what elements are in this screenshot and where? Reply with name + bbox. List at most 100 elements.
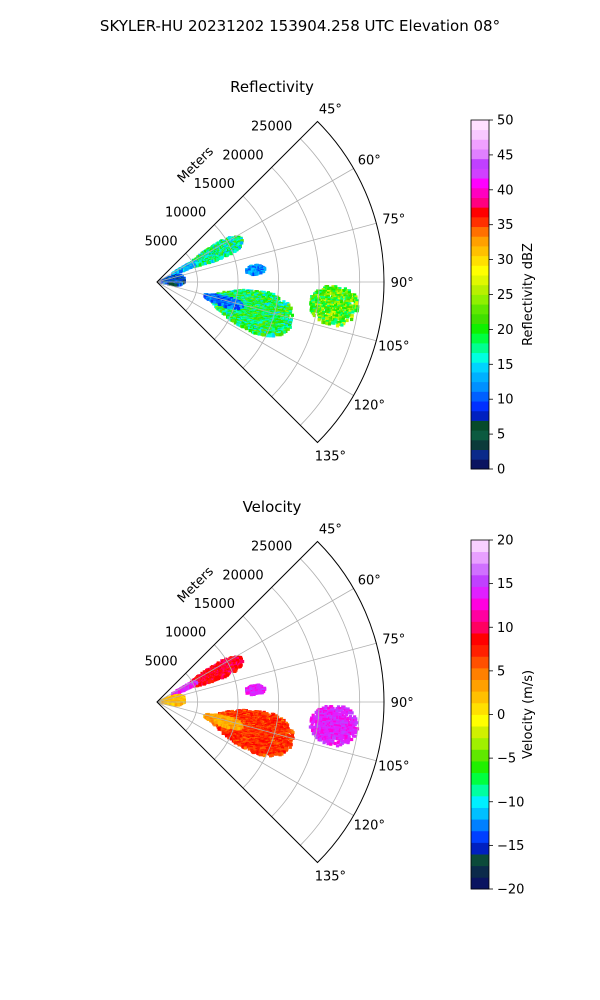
- echo-cell: [350, 726, 354, 730]
- figure-suptitle: SKYLER-HU 20231202 153904.258 UTC Elevat…: [100, 17, 500, 35]
- echo-cell: [240, 241, 244, 245]
- echo-cell: [355, 303, 359, 307]
- colorbar-segment: [471, 129, 489, 140]
- echo-cell: [260, 691, 264, 695]
- echo-cell: [198, 683, 202, 687]
- echo-cell: [336, 317, 340, 321]
- echo-cell: [191, 264, 195, 268]
- echo-cell: [337, 735, 341, 739]
- radar-echo-cells: [159, 655, 360, 758]
- colorbar-segment: [471, 323, 489, 334]
- echo-cell: [249, 693, 253, 697]
- radial-tick-label: 10000: [165, 206, 206, 221]
- echo-cell: [220, 303, 225, 307]
- colorbar-segment: [471, 178, 489, 189]
- echo-cell: [235, 658, 239, 662]
- echo-cell: [248, 329, 252, 333]
- echo-cell: [341, 721, 345, 725]
- echo-cell: [310, 310, 314, 314]
- echo-cell: [239, 302, 243, 306]
- echo-cell: [344, 712, 349, 716]
- echo-cell: [203, 261, 208, 266]
- echo-cell: [335, 288, 339, 292]
- echo-cell: [210, 679, 214, 684]
- echo-cell: [355, 309, 359, 313]
- echo-cell: [338, 317, 342, 321]
- echo-cell: [332, 292, 336, 296]
- echo-cell: [346, 739, 351, 743]
- echo-cell: [327, 737, 331, 741]
- echo-cell: [233, 669, 237, 673]
- echo-cell: [347, 298, 351, 302]
- echo-cell: [198, 263, 202, 267]
- echo-cell: [353, 734, 357, 738]
- angle-tick-label: 105°: [378, 340, 409, 355]
- echo-cell: [318, 738, 323, 742]
- echo-cell: [240, 239, 244, 243]
- azimuth-spoke: [156, 168, 354, 283]
- echo-cell: [351, 720, 355, 724]
- echo-cell: [168, 282, 172, 286]
- echo-cell: [244, 327, 248, 331]
- echo-cell: [336, 740, 340, 744]
- echo-cell: [245, 691, 249, 695]
- radial-tick-label: 5000: [145, 234, 178, 249]
- echo-cell: [219, 256, 223, 260]
- colorbar-tick-label: 45: [497, 148, 514, 163]
- echo-cell: [343, 307, 347, 311]
- echo-cell: [286, 327, 290, 331]
- echo-cell: [261, 333, 265, 337]
- echo-cell: [348, 716, 352, 720]
- echo-cell: [233, 321, 237, 325]
- colorbar-tick-label: 30: [497, 253, 514, 268]
- echo-cell: [351, 732, 355, 736]
- echo-cell: [224, 305, 228, 309]
- echo-cell: [311, 732, 315, 736]
- echo-cell: [309, 308, 313, 312]
- colorbar-segment: [471, 439, 489, 451]
- echo-cell: [322, 741, 326, 745]
- echo-cell: [343, 714, 347, 718]
- echo-cell: [340, 741, 344, 745]
- echo-cell: [227, 306, 231, 310]
- echo-cell: [255, 272, 259, 276]
- echo-cell: [349, 709, 353, 713]
- colorbar-tick-label: 40: [497, 183, 514, 198]
- echo-cell: [335, 744, 340, 748]
- echo-cell: [318, 291, 322, 295]
- echo-cell: [350, 314, 354, 318]
- echo-cell: [235, 248, 239, 252]
- echo-cell: [327, 706, 331, 710]
- colorbar-segment: [471, 333, 489, 344]
- echo-cell: [340, 737, 344, 741]
- echo-cell: [347, 737, 351, 741]
- echo-cell: [343, 740, 347, 744]
- echo-cell: [310, 721, 314, 725]
- echo-cell: [253, 331, 257, 335]
- echo-cell: [277, 328, 281, 332]
- echo-cell: [176, 270, 180, 274]
- echo-cell: [324, 306, 328, 310]
- echo-cell: [195, 684, 200, 688]
- echo-cell: [263, 267, 267, 271]
- echo-cell: [284, 329, 288, 333]
- echo-cell: [174, 283, 178, 287]
- angle-tick-label: 135°: [315, 449, 346, 464]
- colorbar-segment: [471, 139, 489, 150]
- velocity-panel: Velocity 500010000150002000025000Meters4…: [145, 498, 536, 898]
- colorbar-segment: [471, 168, 489, 179]
- echo-cell: [348, 294, 353, 299]
- echo-cell: [249, 687, 253, 691]
- echo-cell: [333, 311, 337, 315]
- radial-tick-label: 25000: [251, 120, 292, 135]
- echo-cell: [286, 313, 290, 318]
- echo-cell: [326, 740, 331, 744]
- angle-tick-label: 75°: [382, 213, 405, 228]
- colorbar-segment: [471, 430, 489, 441]
- echo-cell: [273, 332, 277, 336]
- echo-cell: [233, 249, 237, 253]
- echo-cell: [257, 332, 261, 336]
- echo-cell: [343, 292, 347, 296]
- colorbar-segment: [471, 342, 489, 354]
- echo-cell: [216, 676, 220, 681]
